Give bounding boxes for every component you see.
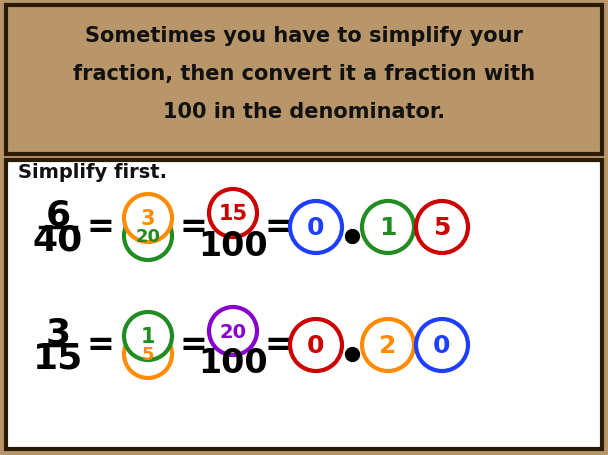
Text: 6: 6 xyxy=(46,198,71,233)
Text: =: = xyxy=(264,329,292,362)
Text: fraction, then convert it a fraction with: fraction, then convert it a fraction wit… xyxy=(73,64,535,84)
Text: 15: 15 xyxy=(33,340,83,374)
Text: 5: 5 xyxy=(434,216,451,239)
Text: 100: 100 xyxy=(198,347,268,379)
Text: 0: 0 xyxy=(307,216,325,239)
Text: =: = xyxy=(86,211,114,244)
Text: Sometimes you have to simplify your: Sometimes you have to simplify your xyxy=(85,26,523,46)
Text: 5: 5 xyxy=(142,345,154,363)
Circle shape xyxy=(416,319,468,371)
Text: 1: 1 xyxy=(140,326,155,346)
Text: 20: 20 xyxy=(219,322,246,341)
Text: =: = xyxy=(179,211,207,244)
Text: =: = xyxy=(264,211,292,244)
Circle shape xyxy=(362,202,414,253)
Text: 0: 0 xyxy=(307,333,325,357)
Text: 1: 1 xyxy=(379,216,397,239)
Circle shape xyxy=(124,212,172,260)
Circle shape xyxy=(416,202,468,253)
Circle shape xyxy=(290,319,342,371)
Circle shape xyxy=(124,195,172,243)
Circle shape xyxy=(209,190,257,238)
Text: 2: 2 xyxy=(379,333,396,357)
Text: 3: 3 xyxy=(46,316,71,350)
Circle shape xyxy=(124,312,172,360)
Circle shape xyxy=(290,202,342,253)
Text: Simplify first.: Simplify first. xyxy=(18,163,167,182)
Text: 0: 0 xyxy=(434,333,451,357)
Text: 100: 100 xyxy=(198,229,268,262)
FancyBboxPatch shape xyxy=(6,6,602,155)
Text: 3: 3 xyxy=(140,208,155,228)
Text: =: = xyxy=(179,329,207,362)
Text: 100 in the denominator.: 100 in the denominator. xyxy=(163,102,445,122)
Text: =: = xyxy=(86,329,114,362)
FancyBboxPatch shape xyxy=(6,161,602,449)
Circle shape xyxy=(209,307,257,355)
Circle shape xyxy=(362,319,414,371)
Text: 15: 15 xyxy=(218,203,247,223)
Circle shape xyxy=(124,330,172,378)
Text: 40: 40 xyxy=(33,222,83,257)
Text: 20: 20 xyxy=(136,228,161,245)
